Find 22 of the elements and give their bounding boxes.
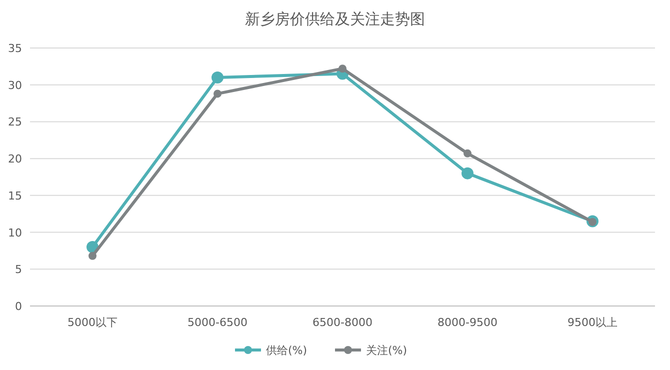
y-tick-label: 30 [8,78,22,92]
x-tick-label: 8000-9500 [438,316,498,329]
point [214,90,222,98]
point [88,252,96,260]
title: 新乡房价供给及关注走势图 [245,10,425,28]
y-tick-label: 10 [8,226,22,240]
point [338,64,346,73]
legend-label: 关注(%) [366,344,408,357]
x-tick-label: 5000-6500 [188,316,248,329]
point [462,167,474,180]
y-tick-label: 20 [8,152,22,166]
point [212,71,224,84]
y-tick-label: 5 [15,263,22,276]
y-tick-label: 0 [15,300,22,313]
x-tick-label: 9500以上 [568,316,618,329]
y-tick-label: 35 [8,42,22,55]
y-tick-label: 25 [8,116,22,129]
x-tick-label: 5000以下 [68,316,118,329]
x-tick-label: 6500-8000 [312,316,372,329]
legend-label: 供给(%) [266,344,308,357]
point [464,149,472,158]
y-tick-label: 15 [8,189,22,202]
